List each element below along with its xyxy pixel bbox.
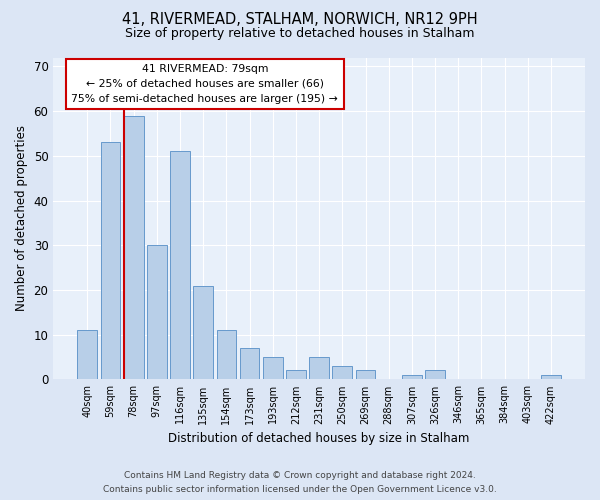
Text: 41, RIVERMEAD, STALHAM, NORWICH, NR12 9PH: 41, RIVERMEAD, STALHAM, NORWICH, NR12 9P…	[122, 12, 478, 28]
Bar	[240, 348, 259, 380]
Text: Size of property relative to detached houses in Stalham: Size of property relative to detached ho…	[125, 28, 475, 40]
Text: 41 RIVERMEAD: 79sqm
← 25% of detached houses are smaller (66)
75% of semi-detach: 41 RIVERMEAD: 79sqm ← 25% of detached ho…	[71, 64, 338, 104]
Bar	[402, 375, 422, 380]
Bar	[541, 375, 561, 380]
Bar	[124, 116, 143, 380]
Bar	[425, 370, 445, 380]
Y-axis label: Number of detached properties: Number of detached properties	[15, 126, 28, 312]
Bar	[356, 370, 376, 380]
Bar	[286, 370, 306, 380]
Text: Contains HM Land Registry data © Crown copyright and database right 2024.
Contai: Contains HM Land Registry data © Crown c…	[103, 472, 497, 494]
Bar	[147, 246, 167, 380]
Bar	[77, 330, 97, 380]
X-axis label: Distribution of detached houses by size in Stalham: Distribution of detached houses by size …	[169, 432, 470, 445]
Bar	[263, 357, 283, 380]
Bar	[332, 366, 352, 380]
Bar	[101, 142, 121, 380]
Bar	[309, 357, 329, 380]
Bar	[170, 152, 190, 380]
Bar	[217, 330, 236, 380]
Bar	[193, 286, 213, 380]
